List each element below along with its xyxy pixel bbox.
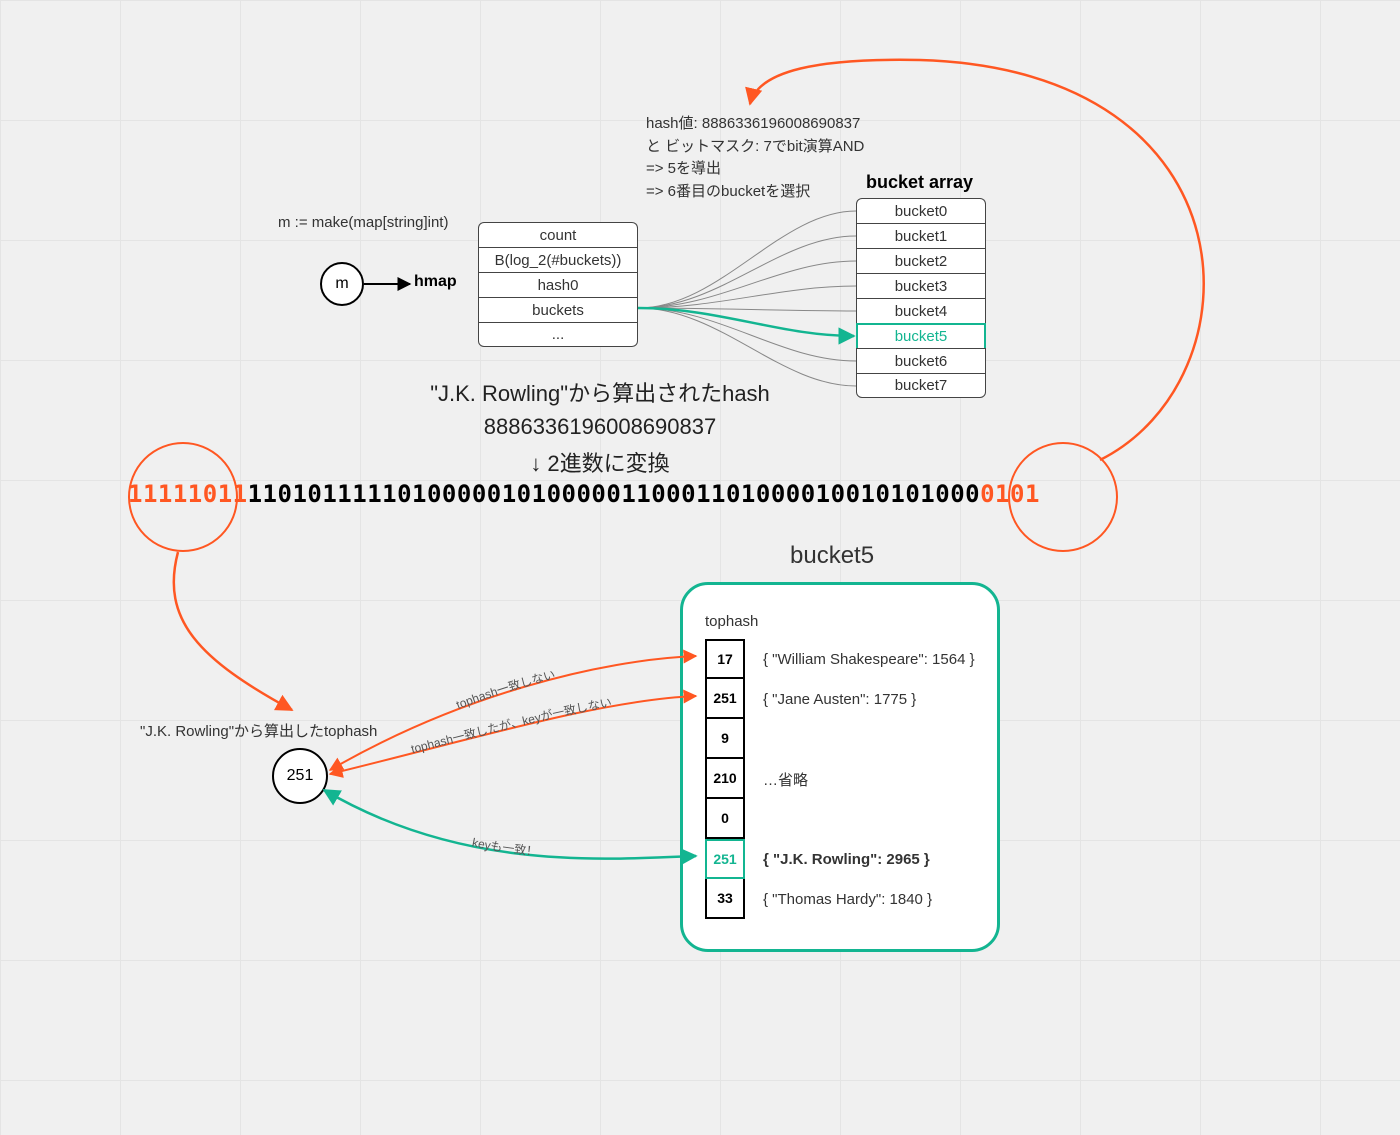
row-2-hash: 9	[705, 719, 745, 759]
hmap-field-count: count	[478, 222, 638, 247]
row-6-kv: { "Thomas Hardy": 1840 }	[763, 891, 932, 908]
binary-string: 1111101111010111110100000101000001100011…	[128, 480, 1040, 508]
row-0-kv: { "William Shakespeare": 1564 }	[763, 651, 975, 668]
row-0-hash: 17	[705, 639, 745, 679]
binary-mid: 1101011111010000010100000110001101000010…	[248, 480, 981, 508]
bucket-array: bucket0 bucket1 bucket2 bucket3 bucket4 …	[856, 198, 986, 398]
bucket-6: bucket6	[856, 348, 986, 373]
svg-text:tophash一致しない: tophash一致しない	[454, 667, 557, 712]
bucket5-rows: 17 { "William Shakespeare": 1564 } 251 {…	[705, 639, 975, 919]
bucket-array-title: bucket array	[866, 172, 973, 193]
bucket-1: bucket1	[856, 223, 986, 248]
row-5-kv: { "J.K. Rowling": 2965 }	[763, 851, 930, 868]
bucket-3: bucket3	[856, 273, 986, 298]
hmap-fields: count B(log_2(#buckets)) hash0 buckets .…	[478, 222, 638, 347]
tophash-node: 251	[272, 748, 328, 804]
center-line3: ↓ 2進数に変換	[300, 446, 900, 478]
bucket-4: bucket4	[856, 298, 986, 323]
row-6-hash: 33	[705, 879, 745, 919]
high-bits-ring	[128, 442, 238, 552]
row-3-kv: …省略	[763, 769, 808, 790]
hmap-field-buckets: buckets	[478, 297, 638, 322]
row-3-hash: 210	[705, 759, 745, 799]
bucket-0: bucket0	[856, 198, 986, 223]
hmap-label: hmap	[414, 273, 457, 291]
m-node: m	[320, 262, 364, 306]
low-bits-ring	[1008, 442, 1118, 552]
hash-info-line3: => 5を導出	[646, 158, 864, 181]
tophash-value: 251	[287, 767, 314, 785]
label-nomatch: tophash一致しない	[454, 667, 557, 712]
make-map-code: m := make(map[string]int)	[278, 214, 448, 231]
hash-info-line4: => 6番目のbucketを選択	[646, 181, 864, 204]
bucket5-box: tophash 17 { "William Shakespeare": 1564…	[680, 582, 1000, 952]
row-4-hash: 0	[705, 799, 745, 839]
row-1-hash: 251	[705, 679, 745, 719]
center-block: "J.K. Rowling"から算出されたhash 88863361960086…	[300, 376, 900, 478]
row-5-hash: 251	[705, 839, 745, 879]
svg-text:tophash一致したが、keyが一致しない: tophash一致したが、keyが一致しない	[410, 695, 613, 756]
hash-info: hash値: 8886336196008690837 と ビットマスク: 7でb…	[646, 113, 864, 203]
tophash-note: "J.K. Rowling"から算出したtophash	[140, 720, 377, 741]
label-keynomatch: tophash一致したが、keyが一致しない	[410, 695, 613, 756]
row-1-kv: { "Jane Austen": 1775 }	[763, 691, 916, 708]
tophash-label: tophash	[705, 613, 758, 630]
bucket5-title: bucket5	[790, 542, 874, 570]
hmap-field-hash0: hash0	[478, 272, 638, 297]
hmap-field-b: B(log_2(#buckets))	[478, 247, 638, 272]
svg-text:keyも一致！: keyも一致！	[471, 835, 539, 858]
hash-info-line1: hash値: 8886336196008690837	[646, 113, 864, 136]
center-line1: "J.K. Rowling"から算出されたhash	[300, 376, 900, 408]
label-keymatch: keyも一致！	[471, 835, 539, 858]
hmap-field-more: ...	[478, 322, 638, 347]
hash-info-line2: と ビットマスク: 7でbit演算AND	[646, 136, 864, 159]
m-label: m	[335, 275, 348, 293]
center-line2: 8886336196008690837	[300, 414, 900, 440]
bucket-2: bucket2	[856, 248, 986, 273]
bucket-5: bucket5	[856, 323, 986, 348]
